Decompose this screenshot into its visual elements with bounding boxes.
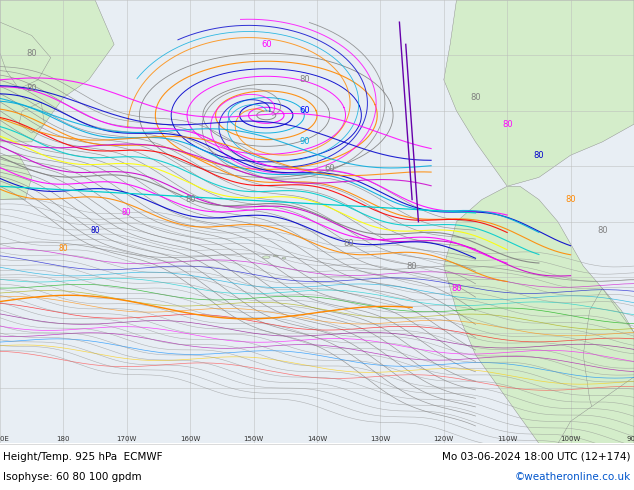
Text: Isophyse: 60 80 100 gpdm: Isophyse: 60 80 100 gpdm bbox=[3, 471, 142, 482]
Text: 80: 80 bbox=[407, 262, 417, 270]
Text: 80: 80 bbox=[122, 208, 132, 218]
Ellipse shape bbox=[262, 256, 270, 259]
Polygon shape bbox=[0, 155, 32, 199]
Text: 80: 80 bbox=[299, 75, 309, 84]
Text: 80: 80 bbox=[27, 49, 37, 58]
Text: 170E: 170E bbox=[0, 436, 9, 442]
Text: 90: 90 bbox=[299, 137, 309, 147]
Polygon shape bbox=[0, 0, 114, 142]
Text: 80: 80 bbox=[451, 284, 462, 293]
Text: 90W: 90W bbox=[626, 436, 634, 442]
Polygon shape bbox=[444, 0, 634, 186]
Text: ©weatheronline.co.uk: ©weatheronline.co.uk bbox=[515, 471, 631, 482]
Text: 150W: 150W bbox=[243, 436, 264, 442]
Text: 160W: 160W bbox=[180, 436, 200, 442]
Text: Mo 03-06-2024 18:00 UTC (12+174): Mo 03-06-2024 18:00 UTC (12+174) bbox=[443, 452, 631, 462]
Ellipse shape bbox=[282, 257, 286, 259]
Text: 180: 180 bbox=[56, 436, 70, 442]
Text: 80: 80 bbox=[185, 195, 195, 204]
Text: 130W: 130W bbox=[370, 436, 391, 442]
Polygon shape bbox=[444, 186, 634, 443]
Text: 60: 60 bbox=[261, 40, 271, 49]
Text: Height/Temp. 925 hPa  ECMWF: Height/Temp. 925 hPa ECMWF bbox=[3, 452, 163, 462]
Text: 60: 60 bbox=[299, 106, 309, 115]
Text: 80: 80 bbox=[502, 120, 512, 129]
Text: 60: 60 bbox=[325, 164, 335, 173]
Text: 80: 80 bbox=[597, 226, 607, 235]
Text: 100W: 100W bbox=[560, 436, 581, 442]
Polygon shape bbox=[558, 377, 634, 443]
Text: 80: 80 bbox=[90, 226, 100, 235]
Text: 80: 80 bbox=[344, 240, 354, 248]
Text: 80: 80 bbox=[566, 195, 576, 204]
Ellipse shape bbox=[273, 255, 278, 257]
Text: 80: 80 bbox=[534, 151, 544, 160]
Text: 110W: 110W bbox=[497, 436, 517, 442]
Polygon shape bbox=[583, 288, 634, 443]
Text: 120W: 120W bbox=[434, 436, 454, 442]
Polygon shape bbox=[0, 22, 51, 89]
Polygon shape bbox=[19, 102, 44, 133]
Text: 170W: 170W bbox=[117, 436, 137, 442]
Text: 80: 80 bbox=[470, 93, 481, 102]
Text: 80: 80 bbox=[27, 84, 37, 93]
Text: 80: 80 bbox=[58, 244, 68, 253]
Text: 140W: 140W bbox=[307, 436, 327, 442]
